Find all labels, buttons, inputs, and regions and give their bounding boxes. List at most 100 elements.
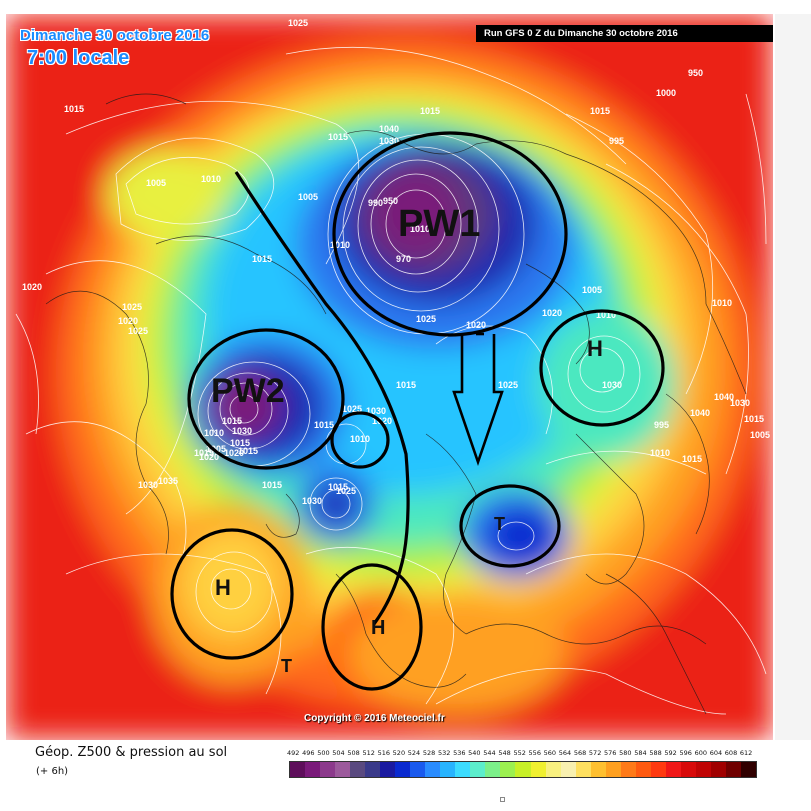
pressure-label: 1015 <box>230 438 250 448</box>
legend-scale-label: 524 <box>407 749 421 757</box>
pressure-label: 1015 <box>328 482 348 492</box>
legend-scale-label: 596 <box>679 749 692 757</box>
pressure-label: 1015 <box>744 414 764 424</box>
pressure-labels: 1025 1010 1015 1015 1005 1010 1015 1005 1010 1020… <box>22 18 770 506</box>
t-europe-circle <box>459 484 561 568</box>
h-west-label: H <box>215 575 231 600</box>
pressure-label: 1010 <box>350 434 370 444</box>
h-south-label: H <box>371 617 385 639</box>
pressure-label: 1025 <box>122 302 142 312</box>
pressure-label: 995 <box>654 420 669 430</box>
legend-swatch <box>605 762 621 777</box>
pressure-label: 1015 <box>682 454 702 464</box>
legend-scale-label: 608 <box>724 749 738 757</box>
pressure-label: 1015 <box>396 380 416 390</box>
legend-swatch <box>575 762 591 777</box>
pressure-label: 1010 <box>596 310 616 320</box>
side-scrollbar[interactable] <box>775 14 811 740</box>
legend-subtitle: (+ 6h) <box>36 766 69 777</box>
pressure-label: 1030 <box>302 496 322 506</box>
system-labels: PW1 PW2 H H H T T <box>211 203 603 676</box>
pressure-label: 1025 <box>342 404 362 414</box>
geopotential-map-svg: 1025 1010 1015 1015 1005 1010 1015 1005 1010 1020… <box>6 14 773 740</box>
legend-swatch <box>290 762 306 777</box>
pressure-label: 1025 <box>416 314 436 324</box>
descent-arrow <box>452 334 504 467</box>
legend-scale-label: 576 <box>604 749 617 757</box>
legend-swatch <box>500 762 516 777</box>
pressure-label: 1015 <box>194 448 214 458</box>
legend-swatch <box>740 762 756 777</box>
legend-scale-label: 564 <box>558 749 572 757</box>
legend-swatch <box>440 762 456 777</box>
legend-scale-label: 552 <box>513 749 526 757</box>
pressure-label: 1015 <box>420 106 440 116</box>
legend-scale-label: 504 <box>332 749 345 757</box>
legend-swatch <box>545 762 561 777</box>
pressure-label: 1020 <box>199 452 219 462</box>
legend-scale-label: 584 <box>634 749 647 757</box>
pw2-circle <box>187 328 345 470</box>
legend-scale-label: 520 <box>392 749 406 757</box>
pressure-label: 1015 <box>222 416 242 426</box>
pressure-label: 1010 <box>712 298 732 308</box>
pressure-label: 1030 <box>379 136 399 146</box>
t-south-label: T <box>281 656 292 676</box>
legend-swatch <box>320 762 336 777</box>
legend-scale-label: 592 <box>664 749 677 757</box>
pressure-label: 1025 <box>336 486 356 496</box>
legend-scale-label: 496 <box>302 749 315 757</box>
legend-swatch <box>560 762 576 777</box>
legend-scale-label: 512 <box>362 749 375 757</box>
pressure-label: 1010 <box>650 448 670 458</box>
legend-scale-label: 532 <box>437 749 451 757</box>
pressure-label: 1020 <box>224 448 244 458</box>
legend-swatch <box>350 762 366 777</box>
pressure-label: 1005 <box>298 192 318 202</box>
legend-scale-label: 528 <box>422 749 436 757</box>
h-south-circle <box>321 563 423 691</box>
pressure-label: 1010 <box>410 224 430 234</box>
pressure-label: 1040 <box>714 392 734 402</box>
legend-swatch <box>680 762 696 777</box>
date-title: Dimanche 30 octobre 2016 <box>20 27 210 44</box>
hand-drawn-annotations <box>170 131 665 691</box>
legend-scale-label: 556 <box>528 749 541 757</box>
run-banner: Run GFS 0 Z du Dimanche 30 octobre 2016 <box>476 25 773 42</box>
pressure-label: 1015 <box>328 132 348 142</box>
pressure-label: 1020 <box>22 282 42 292</box>
legend-swatch <box>380 762 396 777</box>
pressure-label: 1040 <box>690 408 710 418</box>
ridge-axis-line <box>234 171 410 625</box>
time-title: 7:00 locale <box>27 47 130 69</box>
pressure-label: 970 <box>396 254 411 264</box>
legend-scale-labels: 492 496 500 504 508 512 516 520 524 528 532 536 540 5… <box>287 749 755 759</box>
h-east-label: H <box>587 336 603 361</box>
pressure-label: 1030 <box>730 398 750 408</box>
pressure-label: 1005 <box>582 285 602 295</box>
legend-swatch <box>395 762 411 777</box>
pressure-label: 1040 <box>379 124 399 134</box>
pressure-label: 1020 <box>466 320 486 330</box>
resize-handle[interactable] <box>500 797 505 802</box>
pressure-label: 1030 <box>602 380 622 390</box>
legend-scale-label: 580 <box>619 749 632 757</box>
copyright-text: Copyright © 2016 Meteociel.fr <box>304 713 445 724</box>
pressure-label: 995 <box>609 136 624 146</box>
legend-swatch <box>590 762 606 777</box>
legend-scale-label: 548 <box>498 749 511 757</box>
pressure-label: 1015 <box>314 420 334 430</box>
legend-swatch <box>455 762 471 777</box>
legend-scale-label: 500 <box>317 749 330 757</box>
legend-scale-label: 600 <box>694 749 708 757</box>
t-europe-label: T <box>494 514 505 534</box>
legend-scale-label: 572 <box>588 749 602 757</box>
legend-swatch <box>665 762 681 777</box>
legend-scale-label: 516 <box>377 749 390 757</box>
legend-swatch <box>410 762 426 777</box>
legend-color-bar <box>289 761 757 778</box>
legend-swatch <box>635 762 651 777</box>
pressure-label: 1025 <box>128 326 148 336</box>
pressure-label: 1005 <box>750 430 770 440</box>
legend-scale-label: 612 <box>739 749 753 757</box>
